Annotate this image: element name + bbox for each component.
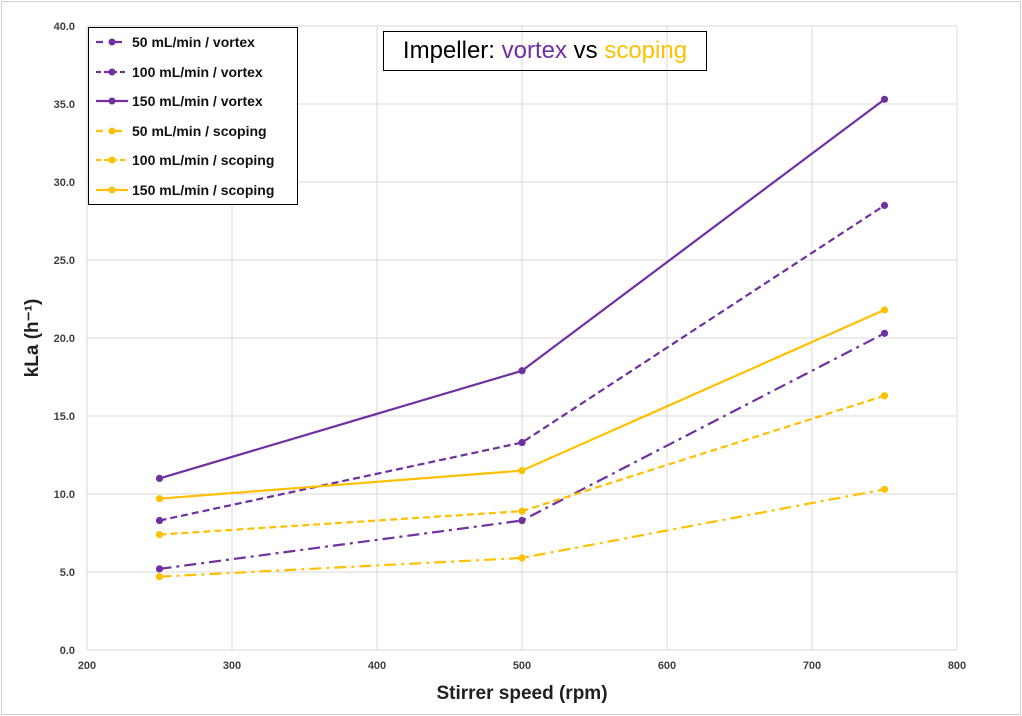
series-2: [155, 95, 889, 482]
data-point: [155, 495, 164, 503]
series-0: [155, 329, 889, 573]
data-point: [155, 474, 164, 482]
legend-item: 150 mL/min / vortex: [95, 91, 263, 111]
y-tick-label: 0.0: [60, 645, 75, 657]
legend-item: 150 mL/min / scoping: [95, 180, 274, 200]
data-point: [518, 554, 526, 562]
legend-label: 50 mL/min / scoping: [132, 122, 267, 139]
series-lines: [155, 95, 889, 581]
legend-line-icon: [96, 156, 128, 164]
y-tick-label: 15.0: [54, 411, 75, 423]
x-tick-label: 800: [948, 660, 966, 672]
data-point: [155, 565, 164, 573]
data-point: [518, 507, 526, 515]
data-point: [880, 329, 889, 337]
y-tick-label: 10.0: [54, 489, 75, 501]
legend-line-icon: [96, 68, 128, 75]
data-point: [518, 438, 526, 447]
y-tick-label: 30.0: [54, 177, 75, 189]
legend-item: 100 mL/min / vortex: [95, 62, 263, 82]
data-point: [880, 485, 889, 493]
legend-label: 150 mL/min / vortex: [132, 93, 263, 109]
title-vortex: vortex: [501, 37, 567, 64]
data-point: [518, 467, 526, 475]
y-tick-label: 5.0: [60, 567, 75, 579]
title-vs: vs: [566, 37, 605, 64]
data-point: [880, 95, 889, 103]
legend-line-icon: [96, 97, 128, 105]
gridlines: [86, 25, 958, 651]
x-tick-label: 700: [803, 660, 821, 672]
legend-label: 100 mL/min / vortex: [132, 63, 263, 80]
data-point: [155, 530, 164, 539]
series-4: [155, 392, 889, 539]
data-point: [155, 573, 164, 581]
x-tick-label: 200: [78, 660, 96, 672]
y-tick-label: 25.0: [54, 255, 75, 267]
y-tick-label: 35.0: [54, 99, 75, 111]
chart-title: Impeller: vortex vs scoping: [383, 31, 707, 71]
y-tick-label: 20.0: [54, 333, 75, 345]
x-tick-label: 500: [513, 660, 531, 672]
series-3: [155, 485, 889, 581]
legend-label: 50 mL/min / vortex: [132, 34, 255, 50]
legend-line-icon: [96, 127, 128, 134]
y-axis-title: kLa (h⁻¹): [22, 299, 43, 378]
title-prefix: Impeller:: [402, 37, 502, 64]
legend-line-icon: [96, 186, 128, 193]
x-tick-label: 600: [658, 660, 676, 672]
title-scoping: scoping: [604, 37, 688, 64]
data-point: [518, 516, 526, 525]
legend-item: 100 mL/min / scoping: [95, 150, 274, 170]
x-axis-title: Stirrer speed (rpm): [436, 683, 607, 704]
x-tick-label: 400: [368, 660, 386, 672]
series-5: [155, 306, 889, 503]
legend: 50 mL/min / vortex 100 mL/min / vortex 150…: [88, 27, 298, 205]
data-point: [518, 367, 526, 375]
series-1: [155, 201, 889, 525]
tick-labels: 200 300 400 500 600 700 800 0.0 5.0 10.0 15.0 20.0 2…: [54, 21, 967, 672]
data-point: [880, 201, 889, 209]
x-tick-label: 300: [223, 660, 241, 672]
series-line: [159, 488, 885, 578]
legend-label: 150 mL/min / scoping: [132, 181, 275, 198]
y-tick-label: 40.0: [54, 21, 75, 33]
legend-line-icon: [96, 38, 128, 46]
legend-item: 50 mL/min / vortex: [95, 32, 255, 52]
data-point: [880, 306, 889, 314]
legend-label: 100 mL/min / scoping: [132, 152, 275, 168]
data-point: [880, 392, 889, 400]
legend-item: 50 mL/min / scoping: [95, 121, 267, 141]
series-line: [159, 204, 886, 522]
data-point: [155, 516, 164, 525]
